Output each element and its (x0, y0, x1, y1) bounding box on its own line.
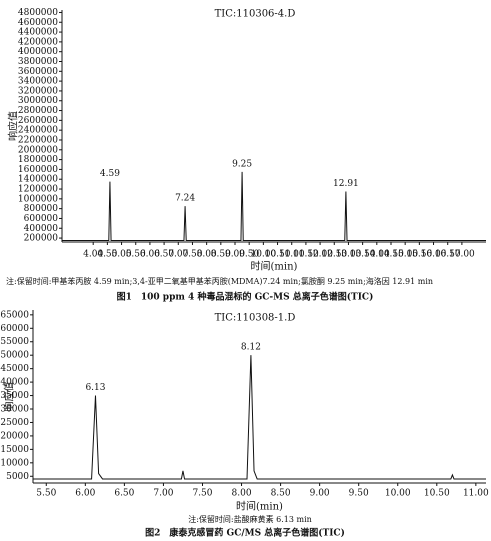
x-tick-label: 11.50 (293, 250, 319, 260)
x-tick-label: 7.50 (192, 489, 212, 499)
peak-label: 4.59 (100, 169, 120, 179)
y-tick-label: 10000 (0, 458, 29, 468)
x-axis-label: 时间(min) (236, 500, 283, 513)
y-tick-label: 60000 (0, 324, 29, 334)
x-tick-label: 12.50 (321, 250, 347, 260)
x-tick-label: 9.50 (239, 250, 259, 260)
x-tick-label: 4.50 (97, 250, 117, 260)
x-tick-label: 8.50 (271, 489, 291, 499)
x-tick-label: 5.50 (126, 250, 146, 260)
x-tick-label: 17.00 (449, 250, 475, 260)
x-tick-label: 4.00 (83, 250, 103, 260)
y-tick-label: 4800000 (18, 8, 58, 18)
x-tick-label: 9.00 (225, 250, 245, 260)
y-tick-label: 1400000 (18, 175, 58, 185)
y-tick-label: 35000 (0, 391, 29, 401)
y-tick-label: 600000 (24, 214, 59, 224)
x-tick-label: 15.50 (406, 250, 432, 260)
x-tick-label: 15.00 (392, 250, 418, 260)
x-tick-label: 10.00 (250, 250, 276, 260)
y-tick-label: 3200000 (18, 86, 58, 96)
x-tick-label: 16.50 (435, 250, 461, 260)
peak-label: 9.25 (232, 159, 252, 169)
y-tick-label: 65000 (0, 310, 29, 320)
x-tick-label: 9.50 (349, 489, 369, 499)
y-tick-label: 5000 (6, 472, 29, 482)
trace (33, 355, 486, 480)
y-tick-label: 20000 (0, 431, 29, 441)
y-tick-label: 40000 (0, 378, 29, 388)
y-axis-label: 响应值 (3, 382, 16, 412)
x-tick-label: 8.00 (197, 250, 217, 260)
y-axis-label: 响应值 (7, 111, 20, 141)
caption: 图2 康泰克感冒药 GC/MS 总离子色谱图(TIC) (145, 527, 345, 539)
y-tick-label: 50000 (0, 351, 29, 361)
y-tick-label: 3400000 (18, 77, 58, 87)
caption: 图1 100 ppm 4 种毒品混标的 GC-MS 总离子色谱图(TIC) (117, 291, 374, 303)
x-tick-label: 8.00 (232, 489, 252, 499)
y-tick-label: 2800000 (18, 106, 58, 116)
y-tick-label: 800000 (24, 204, 59, 214)
y-tick-label: 30000 (0, 405, 29, 415)
x-tick-label: 5.50 (36, 489, 56, 499)
y-tick-label: 3800000 (18, 57, 58, 67)
x-tick-label: 6.00 (75, 489, 95, 499)
y-tick-label: 25000 (0, 418, 29, 428)
x-tick-label: 13.00 (336, 250, 362, 260)
y-tick-label: 400000 (24, 224, 59, 234)
peak-label: 12.91 (333, 179, 359, 189)
trace (62, 171, 486, 242)
peak-label: 8.12 (241, 343, 261, 353)
x-tick-label: 7.50 (182, 250, 202, 260)
x-tick-label: 5.00 (112, 250, 132, 260)
x-tick-label: 6.50 (114, 489, 134, 499)
y-tick-label: 3000000 (18, 96, 58, 106)
y-tick-label: 2000000 (18, 145, 58, 155)
y-tick-label: 3600000 (18, 67, 58, 77)
x-tick-label: 11.00 (463, 489, 489, 499)
chart-title: TIC:110306-4.D (215, 9, 296, 20)
y-tick-label: 4600000 (18, 18, 58, 28)
y-tick-label: 15000 (0, 445, 29, 455)
x-tick-label: 9.00 (310, 489, 330, 499)
y-tick-label: 4400000 (18, 28, 58, 38)
y-tick-label: 1200000 (18, 185, 58, 195)
x-axis-label: 时间(min) (251, 260, 298, 273)
peak-label: 7.24 (175, 194, 195, 204)
y-tick-label: 45000 (0, 364, 29, 374)
x-tick-label: 14.50 (378, 250, 404, 260)
y-tick-label: 1600000 (18, 165, 58, 175)
y-tick-label: 200000 (24, 234, 59, 244)
x-tick-label: 6.50 (154, 250, 174, 260)
x-tick-label: 14.00 (364, 250, 390, 260)
x-tick-label: 7.00 (153, 489, 173, 499)
y-tick-label: 55000 (0, 337, 29, 347)
x-tick-label: 8.50 (211, 250, 231, 260)
y-tick-label: 2600000 (18, 116, 58, 126)
y-tick-label: 1800000 (18, 155, 58, 165)
note: 注:保留时间:盐酸麻黄素 6.13 min (188, 514, 312, 524)
x-tick-label: 10.50 (265, 250, 291, 260)
y-tick-label: 2200000 (18, 135, 58, 145)
x-tick-label: 13.50 (350, 250, 376, 260)
y-tick-label: 2400000 (18, 126, 58, 136)
x-tick-label: 10.50 (424, 489, 450, 499)
peak-label: 6.13 (85, 383, 105, 393)
chart-title: TIC:110308-1.D (215, 313, 296, 324)
y-tick-label: 1000000 (18, 194, 58, 204)
x-tick-label: 6.00 (140, 250, 160, 260)
x-tick-label: 16.00 (421, 250, 447, 260)
y-tick-label: 4200000 (18, 37, 58, 47)
x-tick-label: 7.00 (168, 250, 188, 260)
x-tick-label: 11.00 (279, 250, 305, 260)
note: 注:保留时间:甲基苯丙胺 4.59 min;3,4-亚甲二氧基甲基苯丙胺(MDM… (6, 276, 433, 286)
x-tick-label: 12.00 (307, 250, 333, 260)
y-tick-label: 4000000 (18, 47, 58, 57)
x-tick-label: 10.00 (385, 489, 411, 499)
